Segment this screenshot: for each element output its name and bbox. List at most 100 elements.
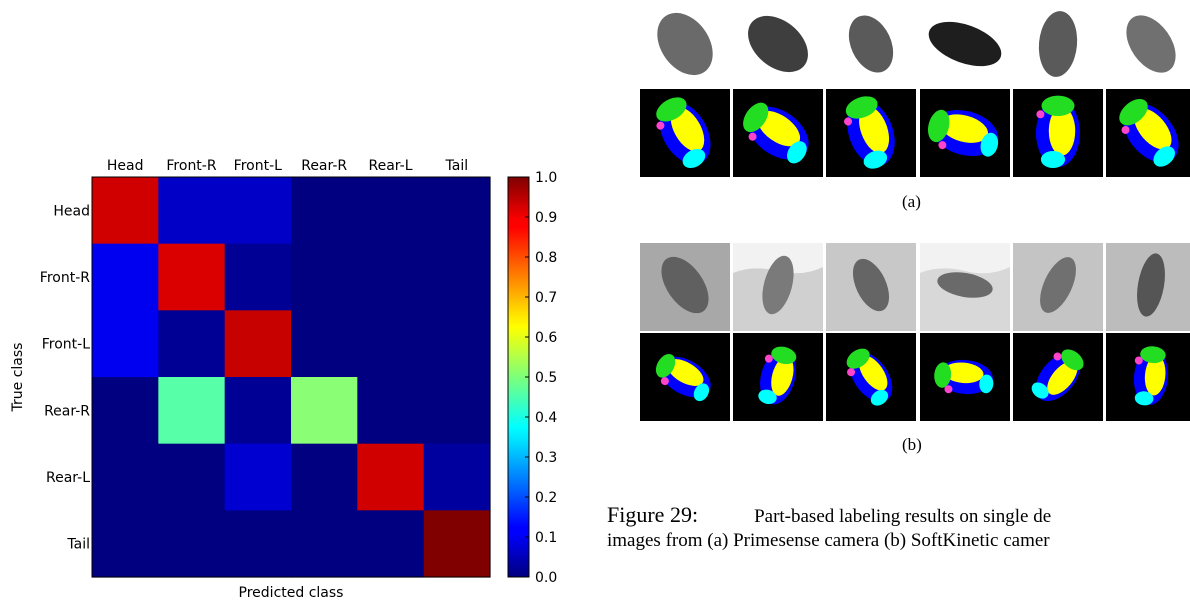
part-label-image <box>920 333 1010 421</box>
part-label-image <box>826 89 916 177</box>
heatmap-cell <box>291 510 358 578</box>
x-axis-label: Predicted class <box>239 585 344 601</box>
x-tick-label: Rear-R <box>301 158 347 174</box>
x-tick-labels: Head Front-R Front-L Rear-R Rear-L Tail <box>107 158 468 174</box>
heatmap-cell <box>357 243 425 311</box>
heatmap-cell <box>423 443 491 511</box>
x-tick-label: Tail <box>445 158 469 174</box>
colorbar-tick-label: 0.7 <box>535 290 557 306</box>
caption-line-2: images from (a) Primesense camera (b) So… <box>607 530 1050 551</box>
heatmap-cell <box>291 177 358 245</box>
heatmap-cell <box>224 310 292 378</box>
y-tick-label: Rear-L <box>46 470 90 486</box>
label-image-row-b <box>640 333 1190 421</box>
caption-line-1: Part-based labeling results on single de <box>754 506 1052 527</box>
heatmap-cell <box>423 310 491 378</box>
heatmap-cell <box>92 510 159 578</box>
figure-number: Figure 29: <box>607 503 699 527</box>
heatmap-cell <box>357 177 425 245</box>
x-tick-label: Front-L <box>234 158 282 174</box>
softkinetic-panel: (b) <box>640 243 1190 463</box>
part-label-image <box>733 333 823 421</box>
colorbar-ticks: 0.0 0.1 0.2 0.3 0.4 0.5 0.6 0.7 0.8 0.9 1.0 <box>525 170 557 586</box>
colorbar-tick-label: 0.6 <box>535 330 557 346</box>
depth-image <box>640 0 730 88</box>
heatmap-cell <box>158 310 226 378</box>
figure-caption: Figure 29: Part-based labeling results on… <box>607 503 1190 553</box>
heatmap-cell <box>291 310 358 378</box>
colorbar-tick-label: 0.8 <box>535 250 557 266</box>
heatmap-cell <box>423 177 491 245</box>
heatmap-cell <box>423 243 491 311</box>
heatmap-cell <box>291 243 358 311</box>
subcaption-a: (a) <box>902 192 921 211</box>
depth-image <box>826 243 916 331</box>
heatmap-cell <box>92 377 159 445</box>
depth-image <box>640 243 730 331</box>
part-label-image <box>920 89 1010 177</box>
depth-image <box>1106 0 1190 88</box>
y-tick-label: Front-L <box>42 337 90 353</box>
depth-image <box>920 243 1010 331</box>
part-label-image <box>733 89 823 177</box>
part-label-image <box>1106 333 1190 421</box>
x-tick-label: Front-R <box>166 158 216 174</box>
heatmap-cell <box>158 443 226 511</box>
heatmap-cell <box>224 243 292 311</box>
colorbar-tick-label: 0.5 <box>535 370 557 386</box>
heatmap-cell <box>224 443 292 511</box>
heatmap-cell <box>357 310 425 378</box>
depth-image <box>1106 243 1190 331</box>
colorbar-tick-label: 0.2 <box>535 490 557 506</box>
depth-image-row-b <box>640 243 1190 331</box>
heatmap-cell <box>92 310 159 378</box>
x-tick-label: Head <box>107 158 144 174</box>
y-tick-labels: Head Front-R Front-L Rear-R Rear-L Tail <box>40 203 90 552</box>
heatmap-cell <box>158 243 226 311</box>
y-tick-label: Tail <box>66 537 90 553</box>
heatmap-cell <box>224 510 292 578</box>
heatmap-cell <box>423 510 491 578</box>
colorbar-tick-label: 0.3 <box>535 450 557 466</box>
depth-image <box>1013 0 1103 88</box>
part-label-image <box>640 333 730 421</box>
heatmap-cell <box>357 377 425 445</box>
heatmap-cell <box>224 377 292 445</box>
label-image-row-a <box>640 89 1190 177</box>
heatmap-cell <box>158 510 226 578</box>
depth-image-row-a <box>640 0 1190 88</box>
colorbar-tick-label: 1.0 <box>535 170 557 186</box>
depth-image <box>733 243 823 331</box>
heatmap-frame <box>91 176 491 578</box>
heatmap-cell <box>158 177 226 245</box>
y-tick-label: Head <box>53 203 90 219</box>
heatmap-cell <box>291 377 358 445</box>
heatmap-cell <box>423 377 491 445</box>
heatmap-cell <box>224 177 292 245</box>
depth-image <box>920 0 1010 88</box>
colorbar-tick-label: 0.9 <box>535 210 557 226</box>
heatmap-cell <box>92 177 159 245</box>
confusion-matrix-chart: Head Front-R Front-L Rear-R Rear-L Tail Head F… <box>10 158 557 601</box>
heatmap-cell <box>357 443 425 511</box>
y-axis-label: True class <box>10 343 26 413</box>
primesense-panel: (a) <box>640 0 1190 220</box>
heatmap-cell <box>291 443 358 511</box>
colorbar-tick-label: 0.1 <box>535 530 557 546</box>
part-label-image <box>1106 89 1190 177</box>
colorbar-tick-label: 0.4 <box>535 410 557 426</box>
heatmap-cell <box>92 443 159 511</box>
depth-image <box>1013 243 1103 331</box>
depth-image <box>733 0 823 88</box>
part-label-image <box>1013 333 1103 421</box>
subcaption-b: (b) <box>902 435 922 454</box>
part-label-image <box>640 89 730 177</box>
heatmap-cell <box>357 510 425 578</box>
part-label-image <box>1013 89 1103 177</box>
y-tick-label: Rear-R <box>44 403 90 419</box>
x-tick-label: Rear-L <box>368 158 412 174</box>
heatmap-cells <box>92 177 491 578</box>
colorbar-tick-label: 0.0 <box>535 570 557 586</box>
depth-image <box>826 0 916 88</box>
heatmap-cell <box>158 377 226 445</box>
